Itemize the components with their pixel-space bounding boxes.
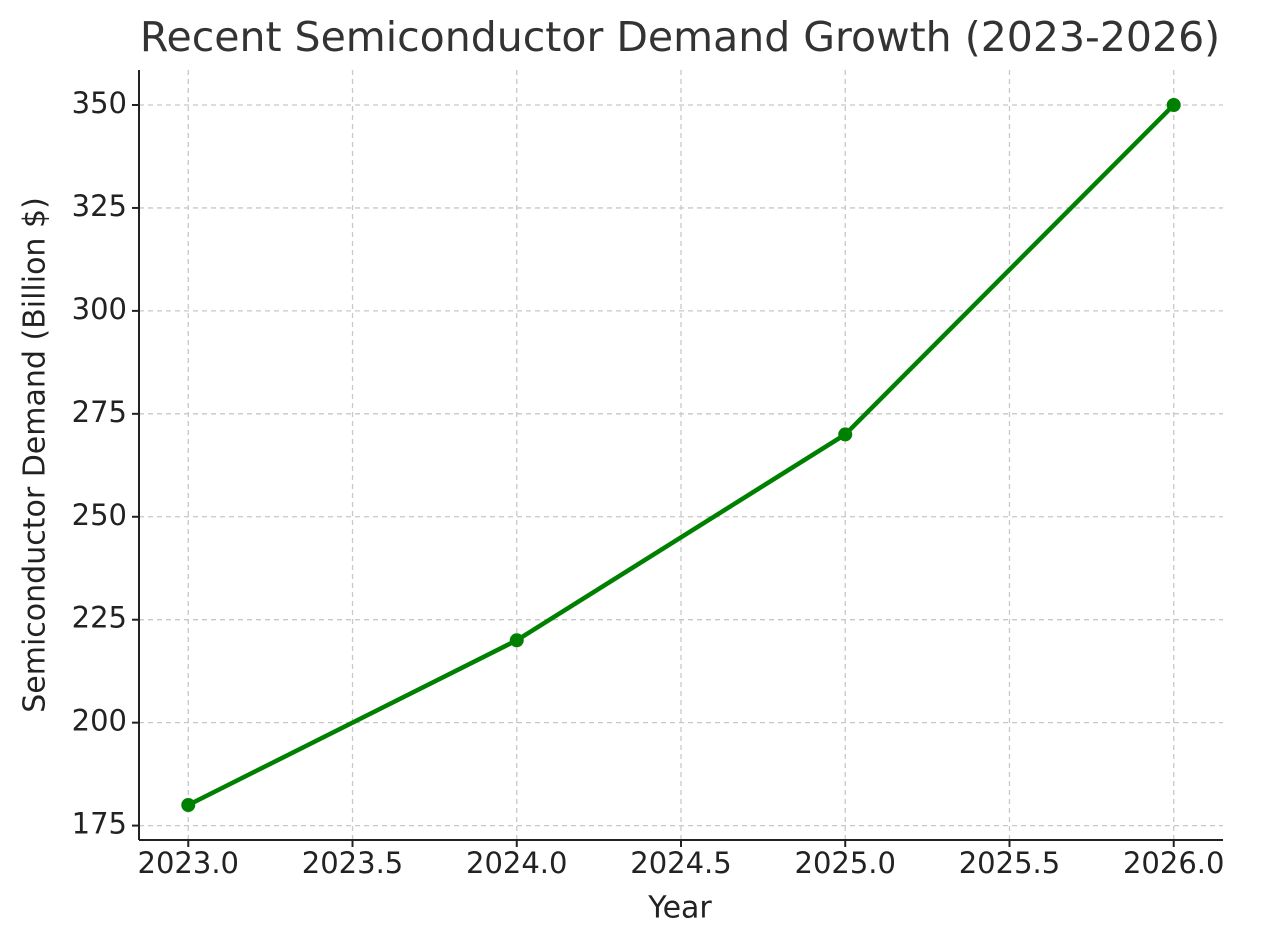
x-tick-label: 2026.0 xyxy=(1123,846,1224,880)
y-tick-label: 225 xyxy=(72,601,127,635)
x-tick-label: 2025.0 xyxy=(795,846,896,880)
data-point xyxy=(181,798,196,812)
x-tick-label: 2024.0 xyxy=(466,846,567,880)
y-tick-label: 325 xyxy=(72,189,127,223)
y-tick-label: 275 xyxy=(72,395,127,429)
y-tick-label: 300 xyxy=(72,292,127,326)
y-tick-label: 250 xyxy=(72,498,127,532)
y-tick-label: 200 xyxy=(72,704,127,738)
y-tick-label: 350 xyxy=(72,86,127,120)
data-point xyxy=(1166,98,1181,112)
x-tick-label: 2024.5 xyxy=(630,846,731,880)
chart-title: Recent Semiconductor Demand Growth (2023… xyxy=(140,13,1220,61)
x-axis-label: Year xyxy=(647,891,712,926)
x-tick-label: 2023.5 xyxy=(302,846,403,880)
x-tick-label: 2023.0 xyxy=(138,846,239,880)
x-tick-label: 2025.5 xyxy=(959,846,1060,880)
data-point xyxy=(838,427,853,442)
data-line xyxy=(187,103,1176,808)
data-point xyxy=(509,633,524,648)
y-tick-label: 175 xyxy=(72,807,127,841)
y-axis-label: Semiconductor Demand (Billion $) xyxy=(18,197,53,713)
